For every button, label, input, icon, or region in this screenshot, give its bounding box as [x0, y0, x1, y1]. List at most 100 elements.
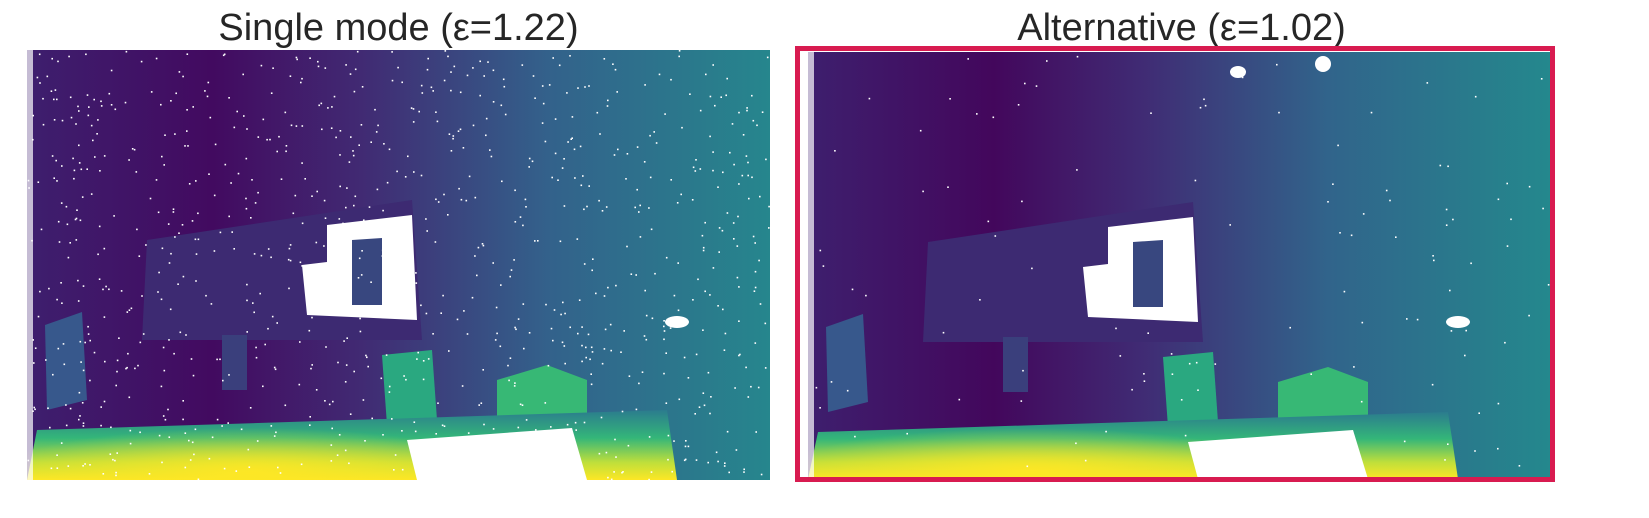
depth-noise-dot: [126, 366, 128, 369]
depth-noise-dot: [1510, 218, 1512, 221]
depth-noise-dot: [1075, 442, 1077, 445]
depth-noise-dot: [53, 119, 56, 121]
depth-noise-dot: [766, 56, 769, 59]
depth-noise-dot: [1143, 373, 1145, 375]
depth-noise-dot: [1165, 284, 1168, 286]
depth-noise-dot: [330, 444, 333, 446]
depth-noise-dot: [160, 298, 163, 301]
depth-noise-dot: [559, 240, 562, 243]
depth-noise-dot: [494, 339, 497, 341]
depth-noise-dot: [584, 86, 586, 88]
depth-noise-dot: [607, 286, 609, 289]
depth-noise-dot: [521, 465, 523, 468]
depth-noise-dot: [712, 267, 715, 269]
depth-noise-dot: [670, 78, 672, 81]
depth-noise-dot: [420, 174, 423, 177]
depth-noise-dot: [569, 55, 571, 57]
depth-noise-dot: [476, 461, 478, 464]
depth-noise-dot: [348, 161, 351, 163]
depth-noise-dot: [161, 461, 163, 464]
depth-noise-dot: [468, 175, 471, 178]
depth-noise-dot: [279, 472, 282, 474]
depth-noise-dot: [517, 452, 520, 455]
depth-noise-dot: [1444, 459, 1446, 461]
depth-noise-dot: [678, 55, 680, 58]
depth-noise-dot: [403, 375, 405, 377]
depth-noise-dot: [72, 157, 74, 160]
depth-noise-dot: [755, 431, 757, 433]
depth-noise-dot: [77, 300, 80, 302]
depth-noise-dot: [89, 339, 91, 342]
depth-noise-dot: [125, 367, 127, 370]
depth-noise-dot: [93, 351, 96, 354]
depth-noise-dot: [566, 423, 569, 426]
depth-noise-dot: [161, 247, 164, 250]
depth-noise-dot: [245, 197, 247, 200]
depth-noise-dot: [78, 162, 81, 164]
depth-noise-dot: [663, 320, 665, 322]
depth-noise-dot: [1168, 292, 1170, 295]
depth-noise-dot: [605, 206, 608, 208]
depth-noise-dot: [56, 298, 58, 301]
depth-noise-dot: [149, 197, 152, 200]
depth-noise-dot: [583, 208, 585, 211]
depth-noise-dot: [1540, 78, 1543, 80]
depth-noise-dot: [84, 463, 86, 465]
depth-noise-dot: [515, 328, 517, 331]
depth-noise-dot: [320, 102, 323, 105]
depth-noise-dot: [85, 53, 87, 56]
depth-noise-dot: [564, 362, 566, 365]
depth-noise-dot: [145, 244, 147, 246]
depth-noise-dot: [187, 145, 189, 147]
depth-noise-dot: [315, 241, 318, 244]
depth-noise-dot: [285, 145, 288, 147]
depth-noise-dot: [42, 97, 44, 100]
depth-noise-dot: [1031, 267, 1033, 270]
depth-noise-dot: [103, 400, 106, 403]
depth-noise-dot: [394, 238, 396, 240]
depth-noise-dot: [507, 364, 509, 367]
depth-noise-dot: [94, 156, 96, 158]
depth-noise-dot: [136, 228, 138, 231]
depth-noise-dot: [175, 92, 177, 95]
depth-noise-dot: [650, 228, 653, 231]
depth-noise-dot: [745, 155, 748, 157]
depth-noise-dot: [389, 264, 391, 266]
depth-noise-dot: [262, 385, 264, 388]
depth-noise-dot: [78, 110, 80, 112]
depth-noise-dot: [1465, 329, 1467, 332]
depth-noise-dot: [737, 215, 739, 218]
depth-noise-dot: [695, 159, 697, 161]
depth-noise-dot: [182, 75, 184, 78]
depth-noise-dot: [182, 400, 184, 402]
depth-noise-dot: [330, 127, 333, 129]
depth-noise-dot: [1171, 373, 1174, 375]
depth-noise-dot: [129, 442, 132, 445]
depth-noise-dot: [100, 100, 102, 103]
depth-noise-dot: [397, 251, 400, 253]
depth-noise-dot: [600, 416, 603, 419]
depth-noise-dot: [508, 379, 510, 382]
depth-noise-dot: [376, 188, 379, 191]
depth-noise-dot: [284, 111, 287, 114]
depth-noise-dot: [352, 154, 355, 157]
depth-noise-dot: [182, 418, 184, 421]
depth-noise-dot: [86, 94, 89, 96]
depth-noise-dot: [687, 445, 690, 448]
depth-noise-dot: [919, 129, 922, 132]
depth-noise-dot: [86, 168, 88, 170]
depth-noise-dot: [976, 113, 978, 115]
depth-noise-dot: [391, 51, 393, 53]
depth-noise-dot: [250, 217, 252, 219]
depth-noise-dot: [448, 133, 451, 135]
depth-noise-dot: [1542, 207, 1544, 210]
depth-noise-dot: [534, 97, 536, 99]
depth-noise-dot: [603, 348, 606, 350]
depth-noise-dot: [177, 283, 179, 285]
depth-noise-dot: [524, 198, 527, 201]
depth-noise-dot: [513, 259, 515, 261]
depth-noise-dot: [346, 187, 348, 189]
depth-noise-dot: [1432, 255, 1434, 257]
depth-noise-dot: [627, 444, 630, 447]
depth-noise-dot: [544, 402, 547, 404]
